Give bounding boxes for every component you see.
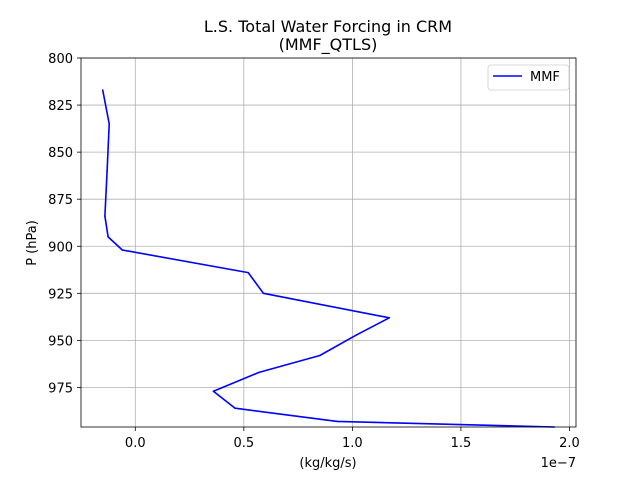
x-tick-label: 0.5 bbox=[233, 436, 254, 451]
tick-layer: 0.0 0.5 1.0 1.5 2.0 800 825 850 875 900 925 950 975 bbox=[48, 52, 580, 451]
y-tick-label: 975 bbox=[48, 381, 73, 396]
data-point bbox=[388, 317, 391, 319]
y-tick-label: 850 bbox=[48, 146, 73, 161]
legend: MMF bbox=[487, 64, 570, 91]
x-tick-label: 1.0 bbox=[342, 436, 363, 451]
y-tick-label: 900 bbox=[48, 240, 73, 255]
chart-title-line2: (MMF_QTLS) bbox=[279, 35, 378, 55]
grid-layer bbox=[81, 57, 576, 427]
data-point bbox=[262, 292, 265, 295]
data-point bbox=[106, 170, 108, 172]
data-point bbox=[104, 215, 106, 217]
y-tick-label: 875 bbox=[48, 193, 73, 208]
x-axis-label: (kg/kg/s) bbox=[299, 456, 356, 471]
y-tick-label: 800 bbox=[48, 52, 73, 67]
data-point bbox=[107, 236, 109, 238]
series-line-mmf bbox=[101, 89, 555, 428]
data-point bbox=[121, 249, 124, 251]
data-point bbox=[108, 123, 111, 125]
chart-title: L.S. Total Water Forcing in CRM (MMF_QTL… bbox=[204, 17, 452, 55]
data-point bbox=[319, 354, 321, 357]
data-point bbox=[234, 407, 236, 409]
plot-area-frame bbox=[80, 57, 577, 428]
y-tick-label: 950 bbox=[48, 334, 73, 349]
data-point bbox=[258, 371, 260, 374]
y-tick-label: 825 bbox=[48, 99, 73, 114]
data-point bbox=[101, 89, 104, 91]
x-tick-label: 0.0 bbox=[125, 436, 146, 451]
data-point bbox=[247, 271, 249, 274]
x-tick-label: 1.5 bbox=[451, 436, 472, 451]
data-point bbox=[212, 390, 215, 393]
x-tick-label: 2.0 bbox=[559, 436, 580, 451]
data-point bbox=[355, 333, 358, 336]
x-axis-offset-label: 1e−7 bbox=[541, 456, 576, 471]
series-layer bbox=[101, 89, 556, 428]
chart-title-line1: L.S. Total Water Forcing in CRM bbox=[204, 17, 452, 36]
y-tick-label: 925 bbox=[48, 287, 73, 302]
legend-label-mmf: MMF bbox=[530, 70, 560, 85]
data-point bbox=[336, 420, 338, 423]
y-axis-label: P (hPa) bbox=[25, 220, 40, 266]
legend-box bbox=[487, 64, 570, 91]
